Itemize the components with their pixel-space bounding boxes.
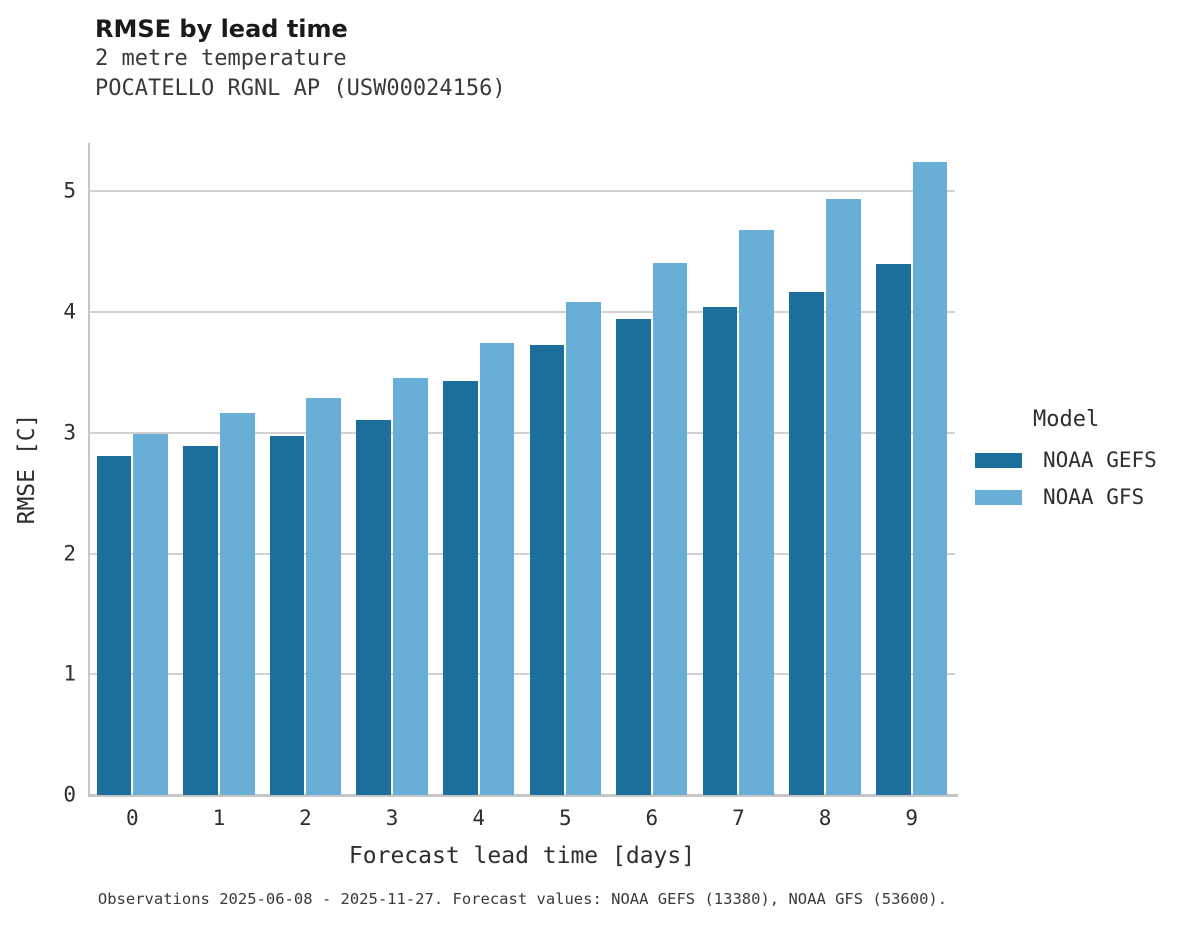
x-axis-spine — [88, 794, 958, 797]
bar-noaa-gfs-lead-8 — [826, 198, 861, 795]
chart-subtitle-variable: 2 metre temperature — [95, 46, 347, 71]
bar-noaa-gfs-lead-7 — [739, 229, 775, 795]
bar-series-container — [89, 143, 955, 795]
x-tick-label-7: 7 — [732, 806, 745, 830]
plot-area — [88, 143, 958, 797]
y-tick-label-0: 0 — [63, 782, 76, 807]
y-tick-label-2: 2 — [63, 541, 76, 566]
chart-title: RMSE by lead time — [95, 15, 348, 43]
bar-group-lead-2 — [262, 143, 349, 795]
bar-noaa-gfs-lead-4 — [479, 343, 515, 795]
y-tick-label-4: 4 — [63, 299, 76, 324]
bar-group-lead-7 — [695, 143, 782, 795]
legend-title: Model — [1033, 407, 1100, 432]
gridline-y-1 — [89, 673, 955, 676]
gridline-y-4 — [89, 311, 955, 314]
chart-header: RMSE by lead time 2 metre temperature PO… — [95, 14, 506, 104]
bar-noaa-gefs-lead-6 — [616, 319, 651, 795]
legend-rows: NOAA GEFS NOAA GFS — [975, 448, 1157, 509]
bar-group-lead-4 — [435, 143, 522, 795]
legend-label: NOAA GEFS — [1043, 448, 1157, 472]
bar-group-lead-0 — [89, 143, 176, 795]
bar-group-lead-8 — [782, 143, 869, 795]
x-tick-label-5: 5 — [558, 806, 572, 830]
bar-noaa-gefs-lead-1 — [183, 446, 218, 795]
x-axis-title: Forecast lead time [days] — [348, 843, 696, 869]
x-tick-label-0: 0 — [125, 806, 139, 830]
legend-swatch-icon — [975, 452, 1022, 468]
x-tick-label-1: 1 — [212, 806, 226, 830]
x-tick-label-2: 2 — [299, 806, 312, 830]
bar-noaa-gfs-lead-3 — [393, 378, 428, 795]
y-tick-label-5: 5 — [63, 178, 76, 203]
x-tick-label-9: 9 — [905, 806, 918, 830]
caption-text: Observations 2025-06-08 - 2025-11-27. Fo… — [97, 890, 948, 908]
bar-noaa-gefs-lead-8 — [789, 291, 825, 795]
bar-group-lead-6 — [609, 143, 696, 795]
y-axis-spine — [88, 143, 90, 795]
y-tick-label-3: 3 — [63, 420, 76, 445]
legend-item-noaa-gefs: NOAA GEFS — [975, 448, 1157, 472]
bar-noaa-gefs-lead-3 — [356, 419, 392, 795]
bar-noaa-gefs-lead-7 — [702, 307, 738, 795]
bar-noaa-gfs-lead-1 — [219, 413, 255, 795]
bar-noaa-gfs-lead-0 — [133, 434, 168, 795]
legend-swatch-icon — [975, 489, 1022, 505]
x-tick-label-6: 6 — [645, 806, 659, 830]
legend-label: NOAA GFS — [1043, 485, 1145, 509]
chart-subtitle-station: POCATELLO RGNL AP (USW00024156) — [95, 75, 506, 101]
bar-noaa-gfs-lead-9 — [912, 162, 948, 795]
bar-noaa-gefs-lead-9 — [876, 263, 911, 795]
bar-noaa-gfs-lead-5 — [566, 302, 601, 795]
bar-group-lead-1 — [176, 143, 263, 795]
bar-noaa-gefs-lead-4 — [443, 380, 478, 795]
bar-group-lead-9 — [868, 143, 955, 795]
bar-noaa-gefs-lead-5 — [529, 344, 565, 795]
legend-item-noaa-gfs: NOAA GFS — [975, 485, 1157, 509]
gridline-y-5 — [89, 190, 955, 193]
x-tick-label-4: 4 — [472, 806, 485, 830]
bar-noaa-gfs-lead-6 — [652, 262, 688, 795]
gridline-y-3 — [89, 431, 955, 434]
x-tick-label-3: 3 — [385, 806, 399, 830]
bar-noaa-gefs-lead-2 — [269, 436, 305, 795]
y-axis-tick-labels: 0 1 2 3 4 5 — [0, 143, 76, 805]
bar-group-lead-3 — [349, 143, 436, 795]
bar-noaa-gefs-lead-0 — [96, 455, 132, 795]
y-tick-label-1: 1 — [63, 661, 76, 686]
gridline-y-2 — [89, 552, 955, 555]
legend: Model NOAA GEFS NOAA GFS — [975, 407, 1157, 522]
bar-group-lead-5 — [522, 143, 609, 795]
x-tick-label-8: 8 — [818, 806, 832, 830]
x-axis-tick-labels: 0 1 2 3 4 5 6 7 8 9 — [89, 806, 955, 830]
bar-noaa-gfs-lead-2 — [306, 397, 342, 795]
